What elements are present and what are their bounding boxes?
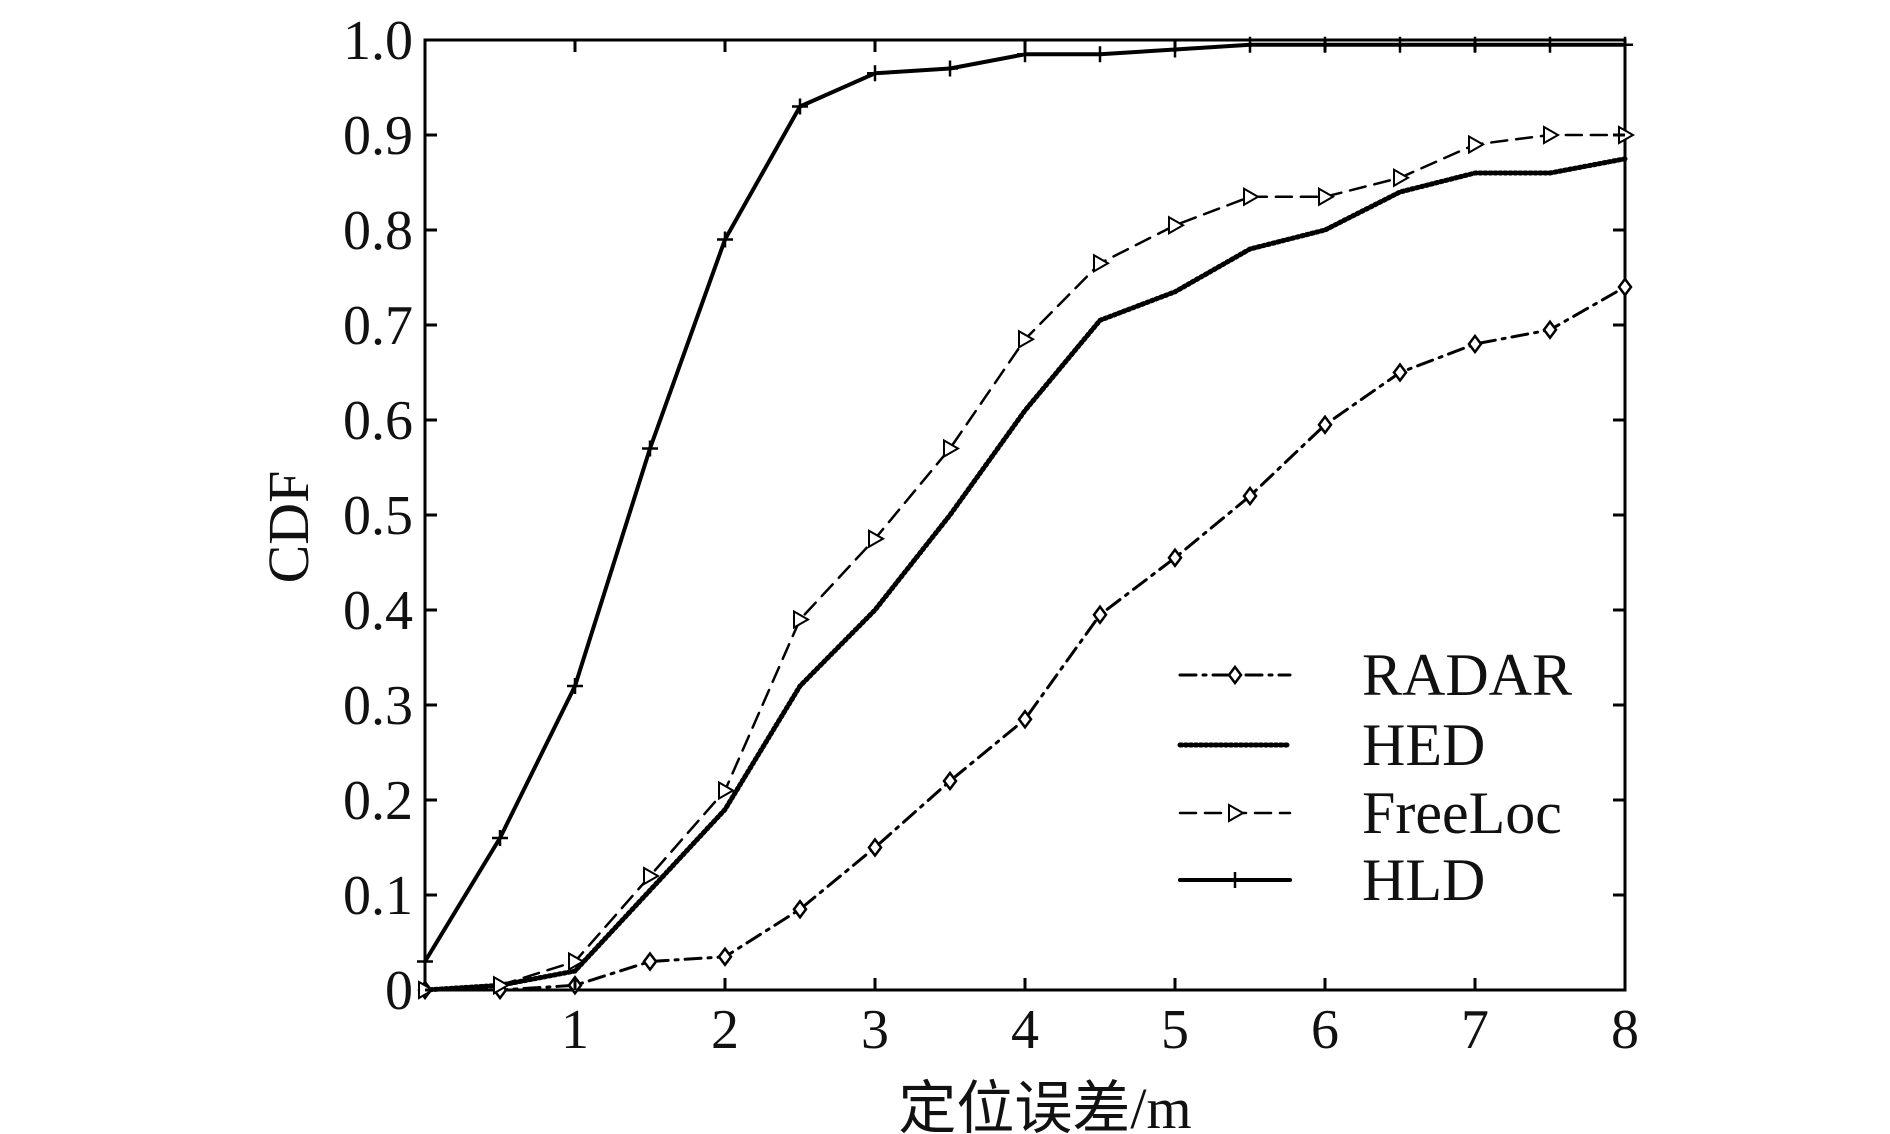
data-point-radar <box>1542 319 1558 340</box>
x-tick-label: 7 <box>1461 999 1489 1061</box>
data-point-radar <box>942 770 958 792</box>
data-point-radar <box>717 946 733 967</box>
data-point-freeloc <box>1318 187 1336 207</box>
data-point-hld <box>867 65 883 82</box>
data-point-freeloc <box>568 951 586 972</box>
series-line-hed <box>422 156 1628 993</box>
x-tick-label: 1 <box>561 999 589 1061</box>
data-point-hld <box>792 98 808 115</box>
data-point-radar <box>867 837 883 858</box>
x-axis-ticks: 1 2 3 4 5 6 7 8 <box>561 40 1639 1061</box>
data-point-hld <box>1392 36 1408 53</box>
y-tick-label: 0.5 <box>343 485 413 547</box>
x-axis-title: 定位误差/m <box>898 1076 1191 1134</box>
y-axis-ticks: 0 0.1 0.2 0.3 0.4 0.5 0.6 0.7 0.8 0.9 1.0 <box>343 10 1625 1022</box>
y-tick-label: 0.8 <box>343 200 413 262</box>
legend-label-hed: HED <box>1362 712 1485 778</box>
data-point-hld <box>942 60 958 77</box>
data-point-hld <box>1242 36 1258 53</box>
data-point-radar <box>1092 604 1108 625</box>
legend-marker-hld <box>1227 872 1243 888</box>
data-point-freeloc <box>493 975 511 995</box>
y-tick-label: 0.9 <box>343 105 413 167</box>
data-point-hld <box>1542 36 1558 53</box>
data-point-radar <box>1017 709 1033 730</box>
data-point-hld <box>492 830 508 846</box>
data-point-radar <box>1167 547 1183 568</box>
y-tick-label: 0.4 <box>343 580 413 642</box>
data-point-radar <box>1242 485 1258 507</box>
series-hed <box>422 156 1628 993</box>
data-point-hld <box>717 231 733 248</box>
series-hld <box>417 36 1633 970</box>
y-tick-label: 0.2 <box>343 770 413 832</box>
legend-label-freeloc: FreeLoc <box>1362 780 1562 846</box>
data-point-radar <box>792 899 808 920</box>
x-tick-label: 2 <box>711 999 739 1061</box>
x-tick-label: 8 <box>1611 999 1639 1061</box>
y-tick-label: 0.7 <box>343 295 413 357</box>
series-layer <box>417 36 1636 1001</box>
data-point-freeloc <box>1468 134 1486 155</box>
data-point-freeloc <box>1093 253 1111 273</box>
data-point-freeloc <box>718 780 736 801</box>
data-point-radar <box>1467 333 1483 355</box>
data-point-freeloc <box>793 609 811 630</box>
x-tick-label: 4 <box>1011 999 1039 1061</box>
legend-marker-radar <box>1227 664 1243 686</box>
data-point-hld <box>417 953 433 970</box>
data-point-freeloc <box>1543 125 1561 145</box>
y-tick-label: 0.3 <box>343 675 413 737</box>
x-tick-label: 3 <box>861 999 889 1061</box>
legend-marker-freeloc <box>1228 803 1246 823</box>
x-tick-label: 6 <box>1311 999 1339 1061</box>
data-point-freeloc <box>1018 329 1036 349</box>
data-point-freeloc <box>1243 187 1261 207</box>
data-point-hld <box>1092 46 1108 63</box>
data-point-radar <box>1617 276 1633 298</box>
y-tick-label: 0.1 <box>343 865 413 927</box>
data-point-freeloc <box>868 529 886 549</box>
data-point-freeloc <box>1393 168 1411 188</box>
y-axis-title: CDF <box>256 471 321 584</box>
y-tick-label: 0 <box>385 960 413 1022</box>
data-point-radar <box>1392 362 1408 383</box>
data-point-freeloc <box>943 438 961 459</box>
data-point-freeloc <box>1168 215 1186 235</box>
y-tick-label: 1.0 <box>343 10 413 72</box>
data-point-radar <box>1317 414 1333 435</box>
data-point-hld <box>642 440 658 457</box>
y-tick-label: 0.6 <box>343 390 413 452</box>
data-point-radar <box>642 951 658 972</box>
data-point-hld <box>567 678 583 694</box>
data-point-freeloc <box>643 866 661 886</box>
legend-label-hld: HLD <box>1362 847 1485 913</box>
legend-label-radar: RADAR <box>1362 642 1572 708</box>
x-tick-label: 5 <box>1161 999 1189 1061</box>
